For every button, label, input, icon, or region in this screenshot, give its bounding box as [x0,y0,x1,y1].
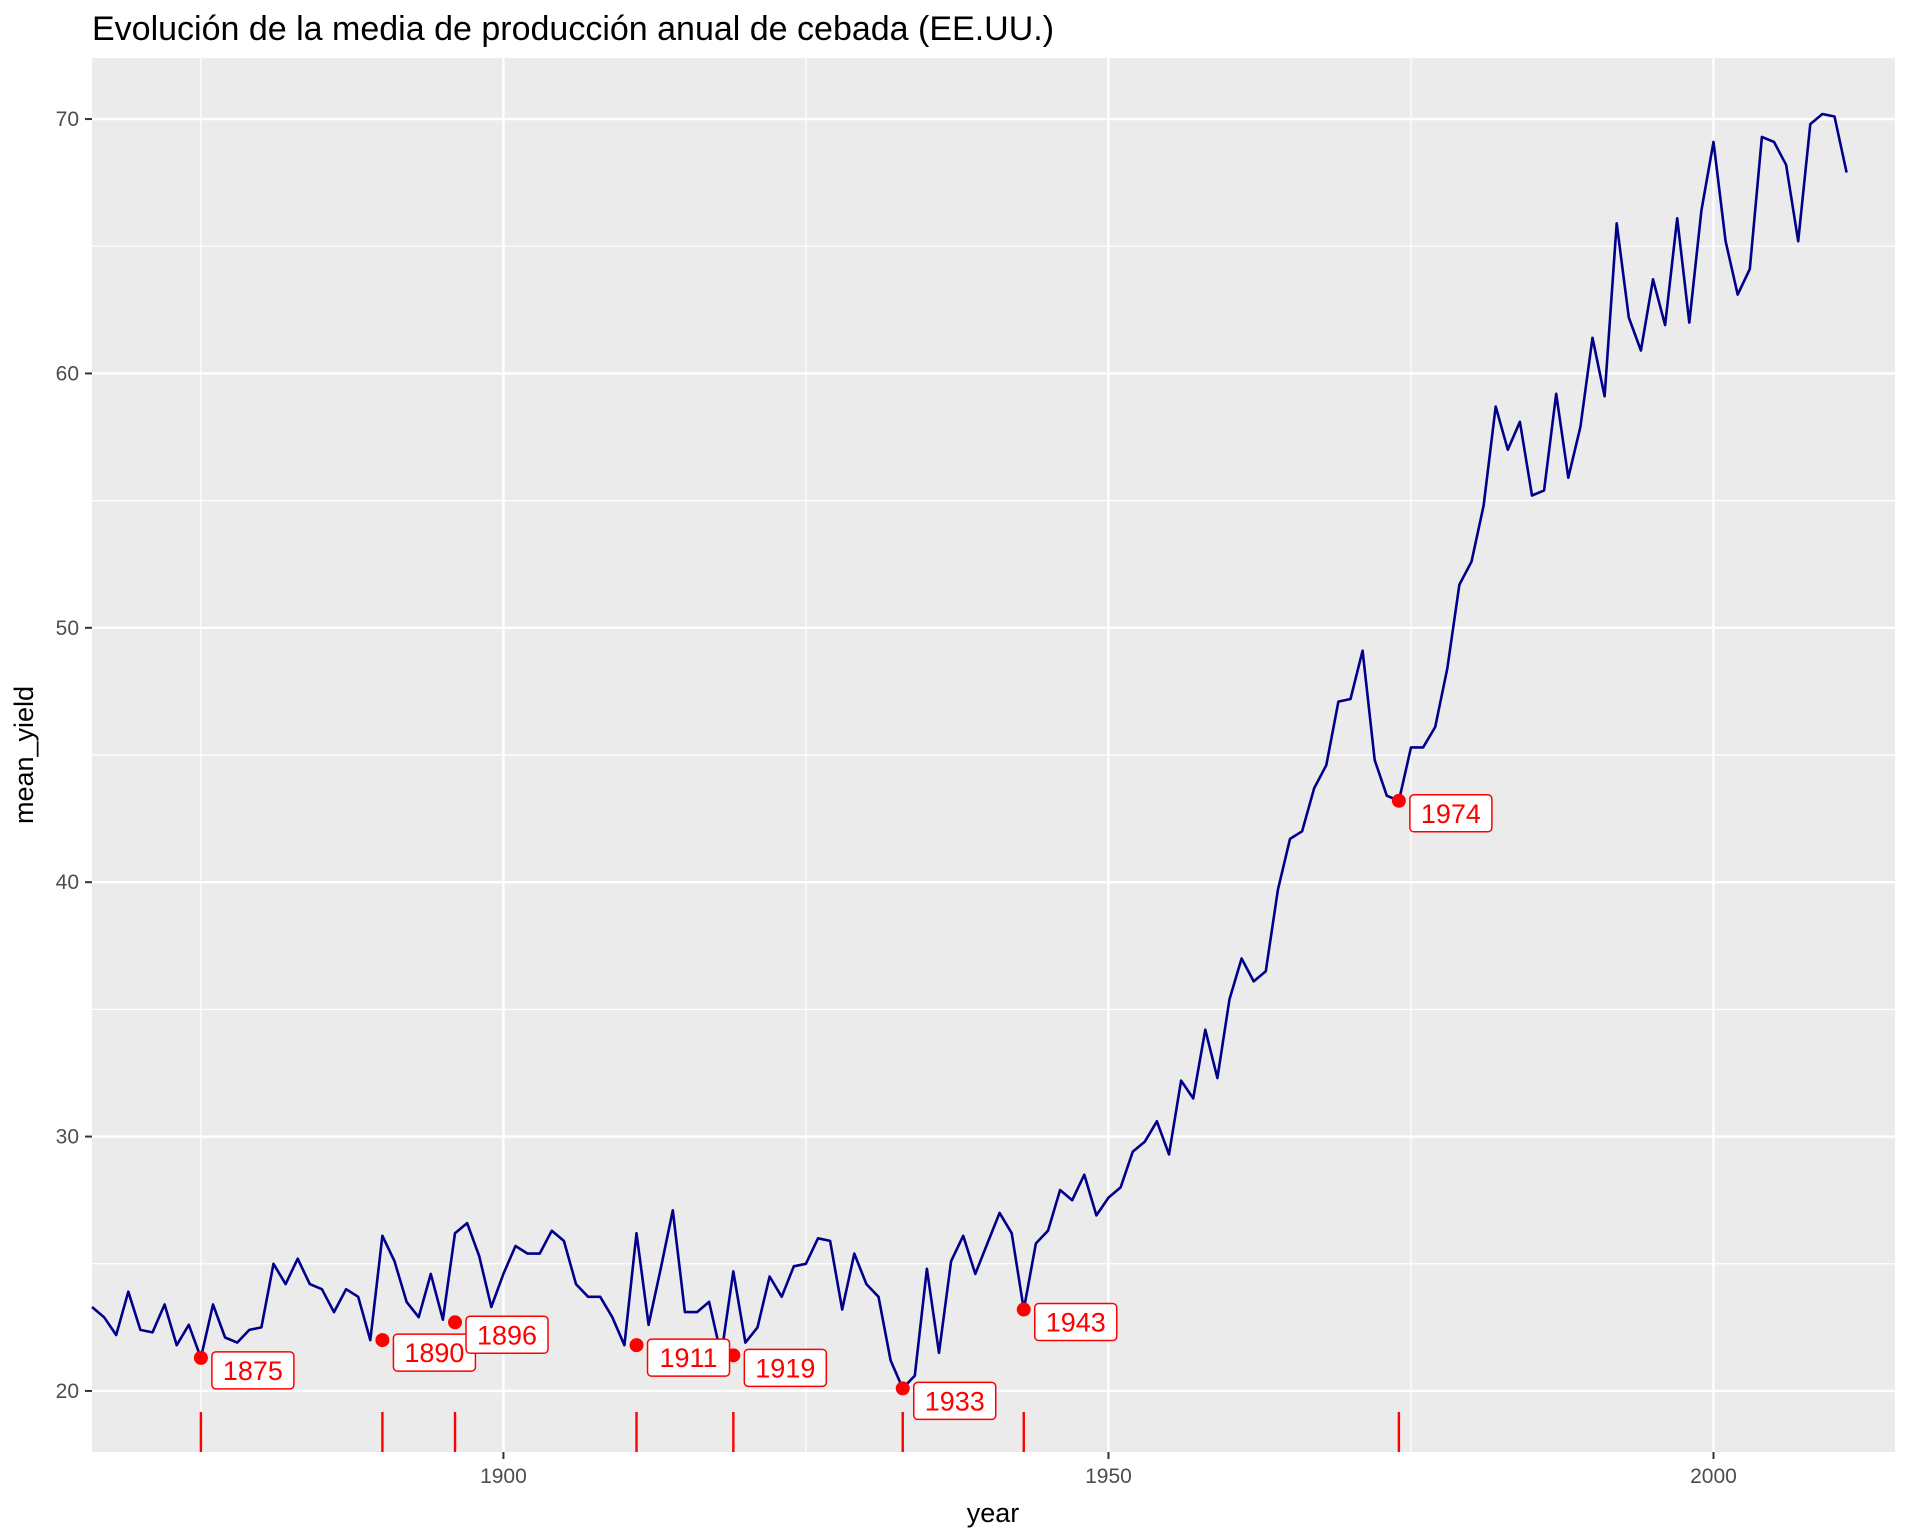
label-box [646,1338,731,1377]
highlight-label: 1933 [912,1381,997,1421]
highlight-point [193,1350,208,1365]
series-line [91,112,1848,1390]
label-text: 1943 [1046,1308,1106,1338]
highlight-point [895,1381,910,1396]
y-tick-label: 30 [56,1126,79,1149]
series-layer [91,112,1848,1390]
rug-marks [199,1412,1401,1452]
major-gridlines [92,58,1895,1452]
y-axis-title: mean_yield [9,686,39,824]
y-tick-label: 60 [56,362,79,385]
label-text: 1974 [1421,799,1481,829]
label-text: 1890 [404,1338,464,1368]
label-text: 1911 [659,1343,717,1373]
highlight-labels: 1875 1890 1896 1911 1919 1933 1943 1974 [211,794,1493,1421]
label-box [743,1348,828,1388]
x-tick-label: 1950 [1085,1465,1132,1488]
highlight-label: 1875 [211,1351,295,1390]
label-text: 1933 [925,1386,985,1416]
highlight-point [375,1333,390,1348]
highlight-point [1391,793,1406,808]
highlight-label: 1919 [743,1348,828,1388]
label-text: 1875 [223,1356,283,1386]
y-tick-label: 40 [56,871,79,894]
x-axis-title: year [967,1498,1020,1528]
y-tick-label: 20 [56,1380,79,1403]
highlight-points [193,793,1406,1396]
label-box [1034,1302,1118,1342]
label-box [1409,794,1493,833]
minor-gridlines [92,58,1895,1452]
highlight-point [629,1338,644,1353]
highlight-label: 1974 [1409,794,1493,833]
highlight-point [1016,1302,1031,1317]
x-tick-label: 2000 [1690,1465,1737,1488]
y-tick-label: 70 [56,108,79,131]
highlight-label: 1896 [465,1315,549,1355]
label-box [465,1315,549,1355]
label-box [211,1351,295,1390]
label-box [912,1381,997,1421]
x-axis-ticks: 1900 1950 2000 [480,1452,1737,1488]
highlight-point [448,1315,463,1330]
y-axis-ticks: 20 30 40 50 60 70 [56,108,92,1403]
highlight-label: 1943 [1034,1302,1118,1342]
highlight-label: 1911 [646,1338,731,1377]
y-tick-label: 50 [56,617,79,640]
label-text: 1919 [755,1353,815,1383]
label-text: 1896 [477,1320,537,1350]
x-tick-label: 1900 [480,1465,527,1488]
chart-title: Evolución de la media de producción anua… [92,10,1054,48]
highlight-label: 1890 [392,1333,477,1372]
